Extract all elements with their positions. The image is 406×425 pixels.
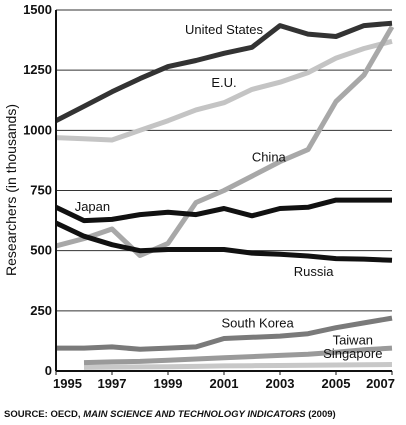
y-tick-label: 1500 bbox=[23, 2, 52, 17]
x-tick-label: 2007 bbox=[366, 376, 395, 391]
series-line-russia bbox=[54, 220, 393, 263]
source-suffix: (2009) bbox=[308, 409, 335, 420]
y-tick-label: 750 bbox=[30, 183, 52, 198]
x-tick-label: 1997 bbox=[98, 376, 127, 391]
series-label-singapore: Singapore bbox=[323, 346, 382, 361]
series-label-united-states: United States bbox=[185, 22, 264, 37]
source-note: SOURCE: OECD, MAIN SCIENCE AND TECHNOLOG… bbox=[4, 409, 336, 420]
x-tick-labels: 1995 1997 1999 2001 2003 2005 2007 bbox=[53, 371, 395, 391]
series-label-china: China bbox=[252, 150, 287, 165]
y-tick-label: 500 bbox=[30, 243, 52, 258]
y-tick-label: 250 bbox=[30, 303, 52, 318]
x-tick-label: 1999 bbox=[154, 376, 183, 391]
series-label-south-korea: South Korea bbox=[221, 316, 294, 331]
series-line-south-korea bbox=[56, 315, 393, 352]
x-tick-label: 1995 bbox=[53, 376, 82, 391]
y-tick-label: 0 bbox=[45, 363, 52, 378]
series-line-taiwan bbox=[83, 345, 393, 366]
series-line-singapore bbox=[83, 362, 393, 370]
x-tick-label: 2003 bbox=[266, 376, 295, 391]
source-prefix: SOURCE: OECD, bbox=[4, 409, 83, 420]
y-tick-label: 1250 bbox=[23, 62, 52, 77]
series-label-russia: Russia bbox=[294, 264, 335, 279]
series-label-taiwan: Taiwan bbox=[333, 333, 373, 348]
source-title: MAIN SCIENCE AND TECHNOLOGY INDICATORS bbox=[83, 409, 306, 420]
y-axis-label: Researchers (in thousands) bbox=[3, 104, 19, 276]
series-label-e-u: E.U. bbox=[211, 75, 236, 90]
y-tick-labels: 0 250 500 750 1000 1250 1500 bbox=[23, 2, 52, 378]
x-tick-label: 2001 bbox=[210, 376, 239, 391]
series-line-united-states bbox=[54, 20, 393, 123]
series-lines bbox=[54, 20, 395, 370]
series-line-china bbox=[55, 25, 395, 258]
series-line-e-u bbox=[55, 38, 393, 143]
x-tick-label: 2005 bbox=[322, 376, 351, 391]
series-label-japan: Japan bbox=[75, 199, 110, 214]
series-line-japan bbox=[54, 197, 392, 224]
series-labels: United States E.U. China Japan Russia South K… bbox=[75, 22, 383, 361]
y-tick-label: 1000 bbox=[23, 122, 52, 137]
